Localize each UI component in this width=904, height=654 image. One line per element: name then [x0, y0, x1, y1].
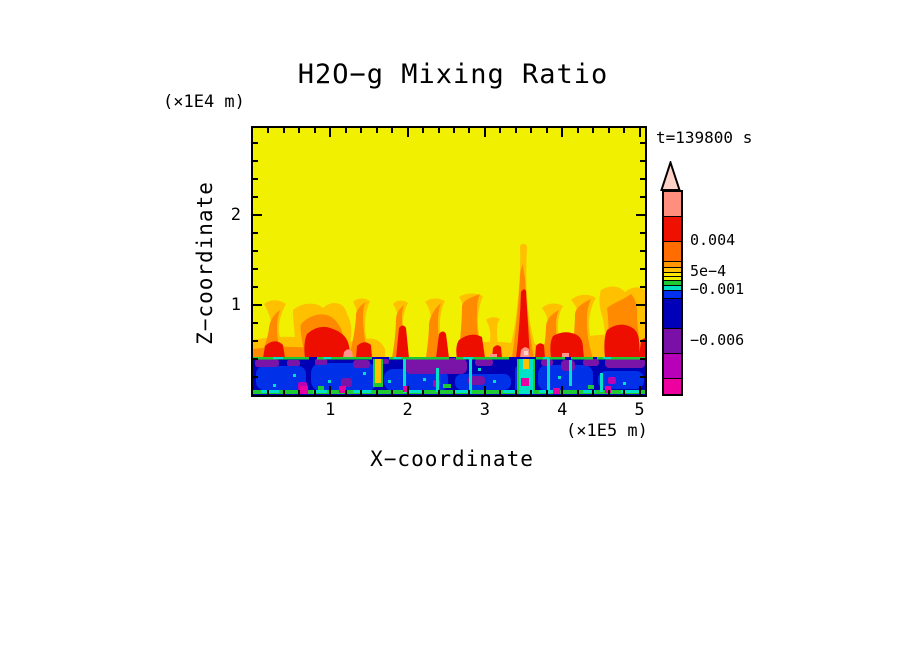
z-axis-unit-label: (×1E4 m): [163, 92, 245, 112]
heatmap-field: [253, 128, 645, 395]
colorbar-label: 5e−4: [690, 262, 727, 280]
colorbar-arrow-icon: [660, 161, 681, 191]
x-tick-label: 4: [557, 400, 568, 420]
x-axis-unit-label: (×1E5 m): [566, 421, 648, 441]
plot-area: [251, 126, 647, 397]
colorbar-segment: [664, 354, 681, 379]
colorbar-segment: [664, 379, 681, 394]
colorbar-label: −0.006: [690, 331, 745, 349]
colorbar-segment: [664, 192, 681, 217]
colorbar-segment: [664, 299, 681, 329]
x-tick-label: 5: [634, 400, 645, 420]
x-tick-label: 3: [479, 400, 491, 420]
z-tick-label: 1: [230, 295, 241, 315]
colorbar: [662, 190, 683, 396]
colorbar-segment: [664, 268, 681, 273]
time-annotation: t=139800 s: [656, 128, 753, 147]
colorbar-segment: [664, 217, 681, 242]
chart-title: H2O−g Mixing Ratio: [297, 59, 609, 90]
colorbar-segment: [664, 291, 681, 299]
x-axis-title: X−coordinate: [370, 447, 534, 471]
colorbar-segment: [664, 329, 681, 354]
colorbar-segment: [664, 242, 681, 262]
x-tick-label: 2: [402, 400, 413, 420]
colorbar-label: 0.004: [690, 231, 736, 249]
colorbar-label: −0.001: [690, 280, 745, 298]
colorbar-segment: [664, 286, 681, 291]
x-tick-label: 1: [325, 400, 336, 420]
z-tick-label: 2: [230, 205, 241, 225]
colorbar-segment: [664, 273, 681, 277]
colorbar-segment: [664, 281, 681, 286]
colorbar-segment: [664, 277, 681, 281]
z-axis-title: Z−coordinate: [193, 181, 217, 345]
colorbar-segment: [664, 262, 681, 268]
